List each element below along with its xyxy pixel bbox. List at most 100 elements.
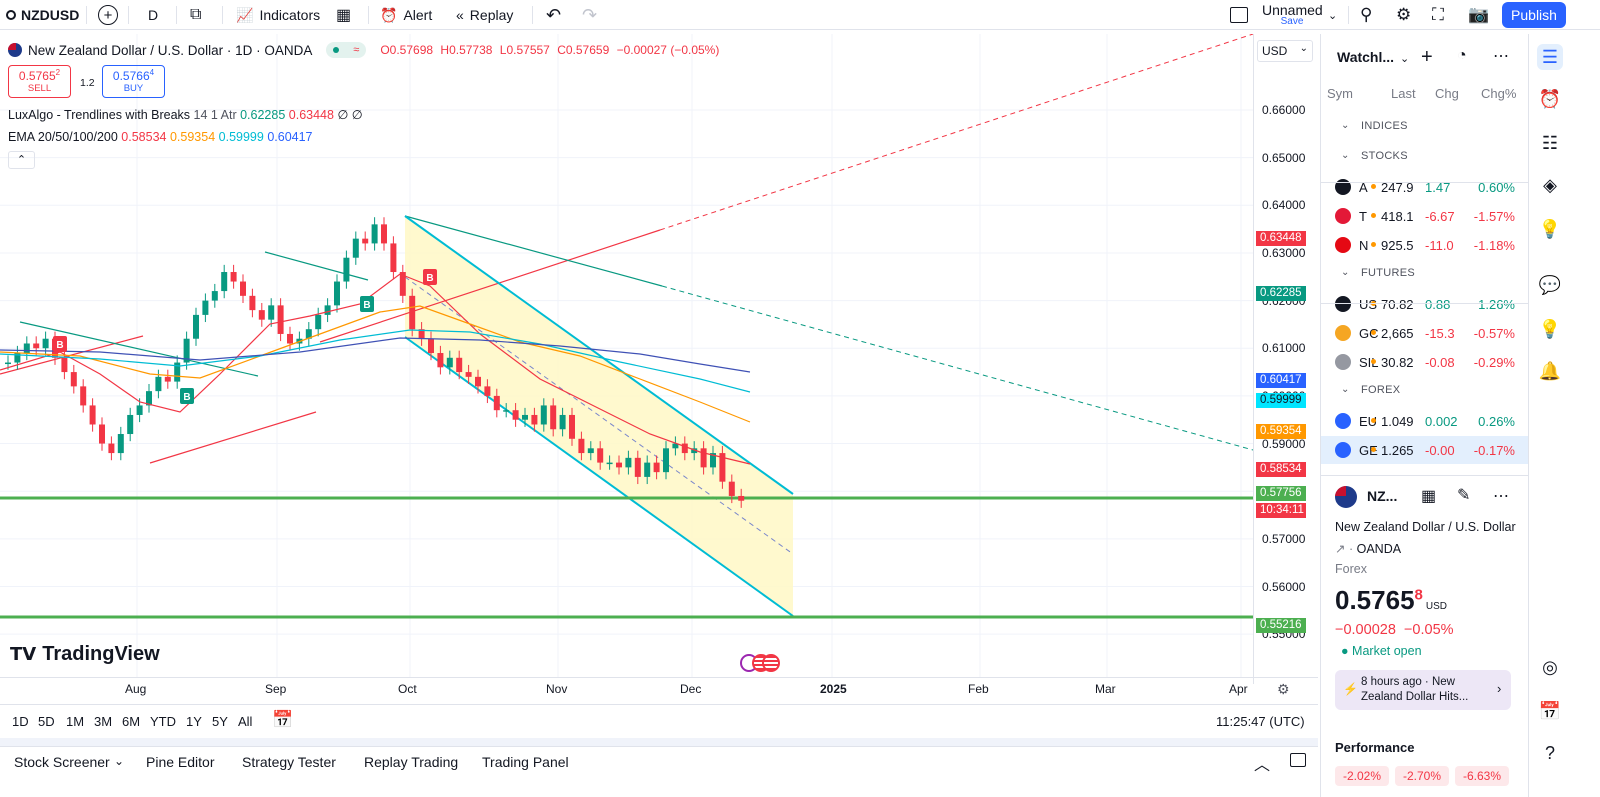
edit-icon[interactable]: ✎: [1457, 487, 1471, 504]
gear-icon[interactable]: ⚙: [1277, 681, 1290, 697]
range-button-1m[interactable]: 1M: [66, 714, 85, 729]
range-button-6m[interactable]: 6M: [122, 714, 141, 729]
open-value: O0.57698: [380, 43, 434, 57]
range-button-all[interactable]: All: [238, 714, 253, 729]
indicator-luxalgo[interactable]: LuxAlgo - Trendlines with Breaks 14 1 At…: [8, 107, 363, 122]
alarm-icon[interactable]: ⏰: [1538, 88, 1562, 109]
chat-icon[interactable]: 💬: [1538, 274, 1562, 295]
add-symbol-icon[interactable]: +: [1421, 46, 1433, 68]
performance-badge[interactable]: -6.63%: [1455, 766, 1509, 786]
layout-dropdown-button[interactable]: ⌄: [1328, 0, 1337, 30]
redo-button[interactable]: ↷: [582, 0, 597, 30]
compare-button[interactable]: +: [98, 0, 118, 30]
maximize-panel-icon[interactable]: [1290, 753, 1306, 767]
col-chg[interactable]: Chg: [1435, 86, 1459, 101]
range-button-3m[interactable]: 3M: [94, 714, 113, 729]
range-button-1y[interactable]: 1Y: [186, 714, 202, 729]
spread-value: 1.2: [80, 77, 95, 89]
quick-search-button[interactable]: ⚲: [1360, 0, 1372, 30]
interval-button[interactable]: D: [148, 0, 158, 30]
clock[interactable]: 11:25:47 (UTC): [1216, 714, 1305, 729]
watchlist-row[interactable]: T 418.1 -6.67 -1.57%: [1321, 202, 1529, 230]
range-button-ytd[interactable]: YTD: [150, 714, 176, 729]
layout-name-button[interactable]: Unnamed Save: [1262, 2, 1323, 27]
calendar-icon[interactable]: 📅: [1538, 700, 1562, 721]
status-dot-icon: [1371, 184, 1376, 189]
more-icon[interactable]: ⋯: [1493, 48, 1509, 65]
symbol-details: NZ... ▦ ✎ ⋯ New Zealand Dollar / U.S. Do…: [1321, 475, 1529, 797]
price-chart[interactable]: B B B B: [0, 34, 1318, 704]
chevron-down-icon[interactable]: ⌄: [114, 754, 125, 768]
bottom-tab[interactable]: Replay Trading: [364, 754, 459, 770]
watchlist-icon[interactable]: ☰: [1537, 44, 1563, 70]
price-axis[interactable]: USD⌄ 0.660000.650000.640000.630000.62000…: [1253, 34, 1318, 684]
time-axis[interactable]: Aug Sep Oct Nov Dec 2025 Feb Mar Apr ⚙: [0, 677, 1318, 703]
grid-icon[interactable]: ▦: [1421, 488, 1437, 505]
ideas-icon[interactable]: 💡: [1538, 218, 1562, 239]
currency-select[interactable]: USD ⌄: [1257, 40, 1313, 62]
panel-divider[interactable]: [0, 738, 1318, 746]
publish-button[interactable]: Publish: [1502, 2, 1566, 28]
bell-icon[interactable]: 🔔: [1538, 360, 1562, 381]
col-chg-pct[interactable]: Chg%: [1481, 86, 1517, 101]
collapse-legend-button[interactable]: ⌃: [8, 151, 35, 169]
bottom-tab[interactable]: Trading Panel: [482, 754, 569, 770]
watchlist-row[interactable]: EU 1.049 0.002 0.26%: [1321, 407, 1529, 435]
performance-badge[interactable]: -2.02%: [1335, 766, 1389, 786]
news-card[interactable]: ⚡ 8 hours ago · New Zealand Dollar Hits.…: [1335, 670, 1511, 710]
sell-button[interactable]: 0.57652 SELL: [8, 65, 71, 98]
layers-icon[interactable]: ◈: [1543, 174, 1557, 195]
indicator-ema[interactable]: EMA 20/50/100/200 0.58534 0.59354 0.5999…: [8, 130, 313, 144]
range-button-5y[interactable]: 5Y: [212, 714, 228, 729]
performance-badge[interactable]: -2.70%: [1395, 766, 1449, 786]
candle-body: [117, 434, 124, 454]
collapse-panel-icon[interactable]: ︿: [1254, 757, 1271, 774]
range-button-5d[interactable]: 5D: [38, 714, 55, 729]
symbol-search-button[interactable]: NZDUSD: [6, 0, 79, 30]
undo-button[interactable]: ↶: [546, 0, 561, 30]
help-icon[interactable]: ?: [1544, 742, 1555, 763]
candle-body: [493, 395, 500, 411]
snapshot-button[interactable]: 📷: [1468, 0, 1489, 30]
price-badge: 0.59999: [1256, 393, 1306, 408]
col-sym[interactable]: Sym: [1327, 86, 1353, 101]
watchlist-row[interactable]: US 70.82 0.88 1.26%: [1321, 290, 1529, 318]
chevron-right-icon: ›: [1497, 681, 1502, 696]
watchlist-row[interactable]: GE 1.265 -0.00 -0.17%: [1321, 436, 1529, 464]
chart-area[interactable]: B B B B New Zealand Dollar / U.S. Dollar · …: [0, 34, 1318, 704]
bottom-tab[interactable]: Strategy Tester: [242, 754, 336, 770]
range-button-1d[interactable]: 1D: [12, 714, 29, 729]
details-type: Forex: [1335, 562, 1367, 576]
date-range-button[interactable]: 📅: [272, 710, 293, 730]
pie-chart-icon[interactable]: ◔: [1457, 47, 1467, 64]
chart-type-button[interactable]: ⧉: [190, 0, 201, 30]
layout-toggle-button[interactable]: [1230, 0, 1248, 30]
divider: [1321, 303, 1529, 304]
time-label: Nov: [546, 682, 568, 696]
indicators-button[interactable]: 📈 Indicators: [236, 0, 320, 30]
watchlist-row[interactable]: SIL 30.82 -0.08 -0.29%: [1321, 348, 1529, 376]
watchlist-row[interactable]: N 925.5 -11.0 -1.18%: [1321, 231, 1529, 259]
watchlist-row[interactable]: A 247.9 1.47 0.60%: [1321, 173, 1529, 201]
watchlist-title[interactable]: Watchl... ⌄: [1337, 49, 1409, 65]
templates-button[interactable]: ▦: [336, 0, 351, 30]
target-icon[interactable]: ◎: [1542, 656, 1558, 677]
replay-button[interactable]: « Replay: [456, 0, 513, 30]
tradingview-logo[interactable]: 𝗧𝗩 TradingView: [10, 643, 160, 666]
candle-body: [240, 281, 246, 296]
details-exchange[interactable]: ↗ · OANDA: [1335, 542, 1402, 556]
fullscreen-button[interactable]: ⛶: [1432, 0, 1444, 30]
watchlist-row[interactable]: GC 2,665 -15.3 -0.57%: [1321, 319, 1529, 347]
settings-button[interactable]: ⚙: [1396, 0, 1411, 30]
event-markers[interactable]: [740, 654, 780, 672]
object-tree-icon[interactable]: ☷: [1541, 132, 1559, 153]
bottom-tab[interactable]: Pine Editor: [146, 754, 215, 770]
symbol-title[interactable]: New Zealand Dollar / U.S. Dollar · 1D · …: [28, 42, 313, 58]
buy-button[interactable]: 0.57664 BUY: [102, 65, 165, 98]
more-icon[interactable]: ⋯: [1493, 488, 1509, 505]
bottom-tab[interactable]: Stock Screener: [14, 754, 110, 770]
col-last[interactable]: Last: [1391, 86, 1416, 101]
details-symbol[interactable]: NZ...: [1367, 488, 1398, 504]
alert-button[interactable]: ⏰ Alert: [380, 0, 432, 30]
lightbulb-icon[interactable]: 💡: [1538, 318, 1562, 339]
